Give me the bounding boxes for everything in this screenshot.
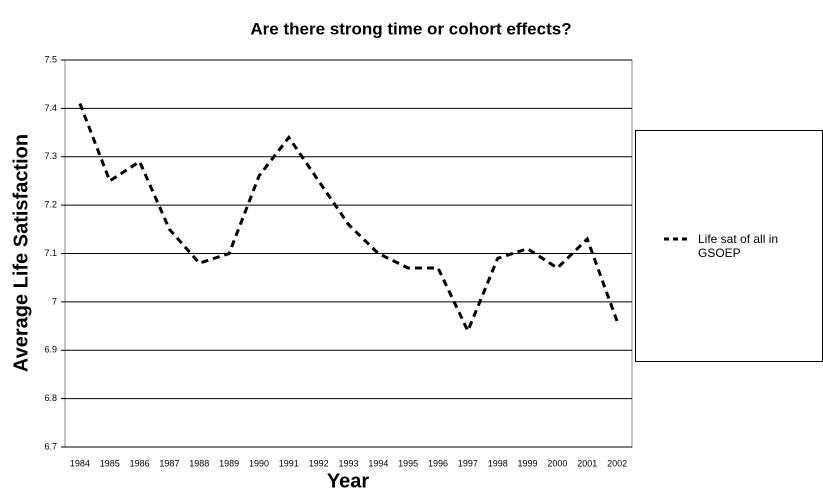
legend: Life sat of all in GSOEP [635,130,823,362]
x-tick-label: 1996 [428,458,448,468]
y-tick-label: 6.7 [44,441,57,451]
data-line [78,102,619,335]
x-tick-label: 1991 [279,458,299,468]
y-tick-label: 6.8 [44,393,57,403]
x-tick-label: 1997 [458,458,478,468]
y-tick-label: 7 [52,296,57,306]
x-tick-label: 1999 [518,458,538,468]
x-tick-label: 2001 [577,458,597,468]
y-tick-label: 7.4 [44,103,57,113]
x-tick-label: 1994 [368,458,388,468]
x-tick-label: 1987 [159,458,179,468]
y-tick-label: 7.5 [44,54,57,64]
x-tick-label: 1989 [219,458,239,468]
x-tick-label: 1985 [100,458,120,468]
x-tick-label: 2002 [607,458,627,468]
x-tick-label: 1990 [249,458,269,468]
legend-swatch-box [664,237,690,241]
y-tick-label: 7.2 [44,200,57,210]
x-tick-label: 1986 [130,458,150,468]
x-tick-label: 1992 [309,458,329,468]
x-tick-label: 1988 [189,458,209,468]
legend-label: Life sat of all in GSOEP [698,232,779,260]
x-tick-label: 1998 [488,458,508,468]
y-tick-label: 7.3 [44,151,57,161]
chart-title: Are there strong time or cohort effects? [250,19,571,38]
x-tick-label: 1995 [398,458,418,468]
x-tick-label: 1984 [70,458,90,468]
y-tick-label: 6.9 [44,345,57,355]
y-axis-label: Average Life Satisfaction [10,134,32,372]
x-axis-label: Year [327,470,369,492]
y-tick-label: 7.1 [44,248,57,258]
x-tick-label: 2000 [547,458,567,468]
x-tick-label: 1993 [338,458,358,468]
